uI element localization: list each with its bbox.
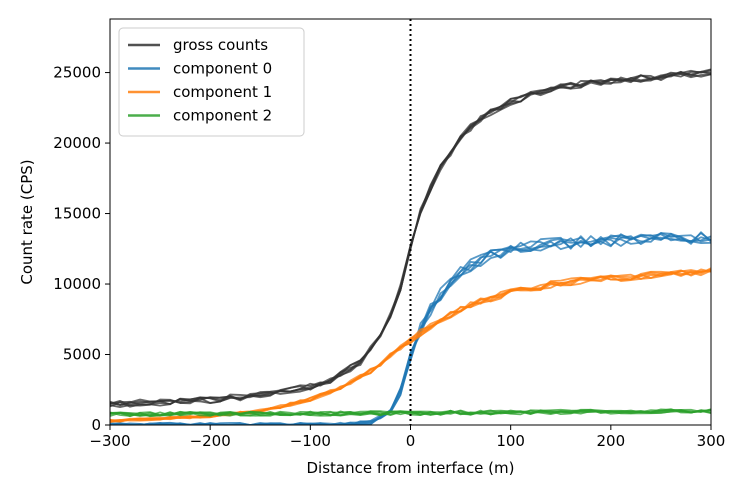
- y-tick-label: 10000: [53, 275, 101, 293]
- x-tick-label: 0: [406, 432, 416, 450]
- series-line: [110, 408, 711, 417]
- legend-box: [118, 27, 305, 137]
- y-tick-label: 20000: [53, 134, 101, 152]
- x-tick-label: 200: [597, 432, 626, 450]
- x-axis-title: Distance from interface (m): [306, 459, 514, 477]
- x-tick-label: 300: [697, 432, 726, 450]
- legend: gross counts component 0 component 1 compon…: [118, 27, 305, 137]
- y-axis-title: Count rate (CPS): [18, 159, 36, 284]
- series-line: [110, 235, 711, 425]
- y-tick-label: 25000: [53, 64, 101, 82]
- y-tick-label: 5000: [63, 346, 101, 364]
- legend-label: gross counts: [173, 36, 268, 54]
- series-line: [110, 231, 711, 425]
- legend-label: component 0: [173, 60, 272, 78]
- series-component-0: [110, 231, 711, 425]
- legend-label: component 2: [173, 107, 272, 125]
- x-tick-label: −200: [190, 432, 231, 450]
- series-line: [110, 73, 711, 407]
- series-component-2: [110, 408, 711, 418]
- legend-label: component 1: [173, 83, 272, 101]
- y-tick-label: 15000: [53, 205, 101, 223]
- axis-ticks: −300 −200 −100 0 100 200 300 0 5000 10000 15000 200…: [53, 64, 725, 450]
- y-tick-label: 0: [91, 416, 101, 434]
- x-tick-label: −100: [290, 432, 331, 450]
- series-line: [110, 232, 711, 425]
- x-tick-label: 100: [496, 432, 525, 450]
- x-tick-label: −300: [89, 432, 130, 450]
- legend-items: gross counts component 0 component 1 compon…: [128, 36, 272, 125]
